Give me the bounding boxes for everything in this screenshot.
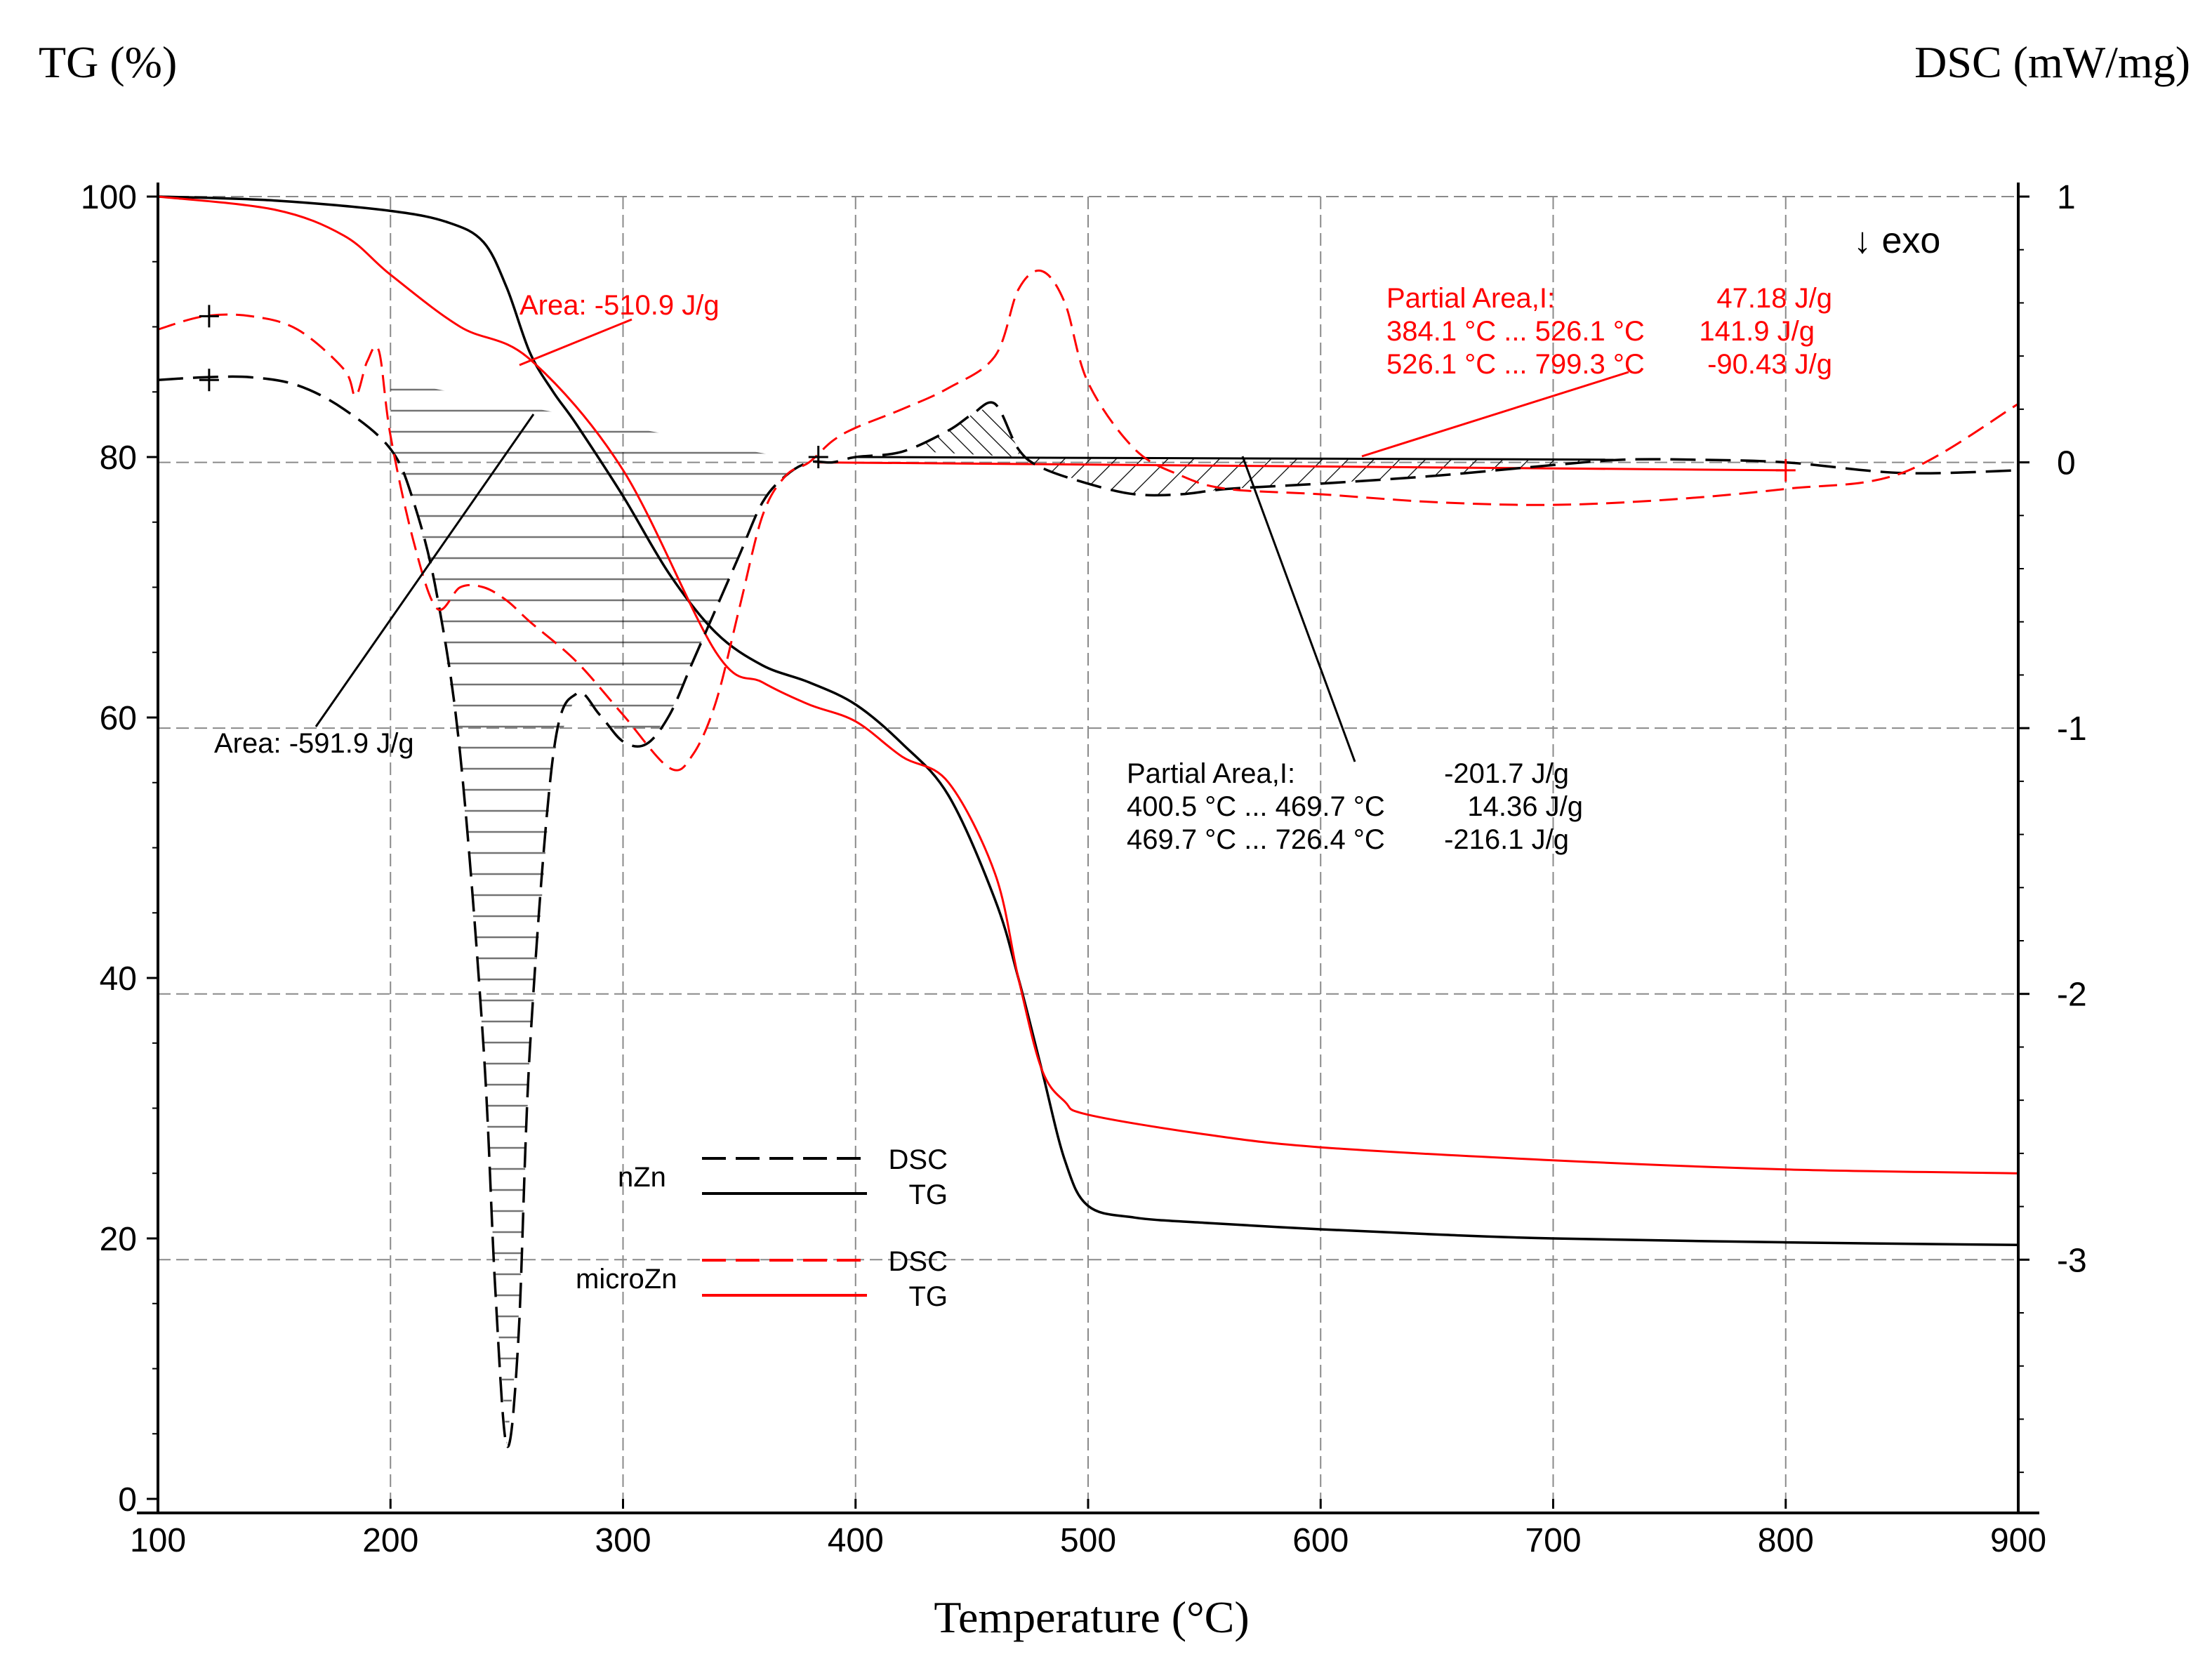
peak-area-fills (390, 380, 1786, 1446)
right-axis-title: DSC (mW/mg) (1914, 37, 2190, 87)
x-tick-label-200: 200 (362, 1522, 418, 1559)
legend-label-nzn-tg: TG (908, 1179, 948, 1210)
curves (157, 195, 2019, 1448)
left-tick-label-0: 0 (118, 1481, 137, 1519)
x-tick-label-700: 700 (1525, 1522, 1581, 1559)
partial-red-baseline (818, 461, 1786, 472)
x-tick-label-800: 800 (1758, 1522, 1814, 1559)
partial-black-value2: -216.1 J/g (1444, 824, 1569, 855)
left-tick-label-100: 100 (81, 179, 137, 216)
partial-black-leader (1241, 456, 1356, 762)
legend-label-microzn-tg: TG (908, 1281, 948, 1312)
x-tick-label-100: 100 (130, 1522, 186, 1559)
x-tick-label-300: 300 (595, 1522, 651, 1559)
partial-black-hatch-exo (925, 404, 1019, 457)
x-tick-label-400: 400 (828, 1522, 884, 1559)
area-red-leader (519, 318, 633, 366)
curve-microzn-dsc (157, 269, 2019, 772)
partial-black-range2: 469.7 °C ... 726.4 °C (1127, 824, 1385, 855)
partial-black-range1: 400.5 °C ... 469.7 °C (1127, 791, 1385, 822)
x-axis-title: Temperature (°C) (934, 1592, 1249, 1642)
legend-group-nzn: nZn (618, 1162, 666, 1193)
right-tick-label--1: -1 (2057, 710, 2087, 748)
tick-labels: 100 200 300 400 500 600 700 800 9001008060402001… (81, 179, 2087, 1559)
curve-nzn-tg (157, 195, 2019, 1247)
legend: nZn DSC TG microZn DSC TG (576, 1144, 948, 1312)
right-tick-label--3: -3 (2057, 1242, 2087, 1279)
partial-red-value2: -90.43 J/g (1707, 349, 1832, 380)
x-tick-label-600: 600 (1292, 1522, 1349, 1559)
curve-microzn-tg (157, 195, 2019, 1175)
annotation-leaders (314, 318, 1629, 762)
left-tick-label-80: 80 (100, 439, 137, 477)
partial-black-value1: 14.36 J/g (1467, 791, 1583, 822)
area-red-label: Area: -510.9 J/g (519, 290, 720, 321)
partial-red-total: 47.18 J/g (1716, 283, 1832, 314)
partial-red-value1: 141.9 J/g (1699, 316, 1815, 347)
partial-red-leader (1361, 371, 1629, 458)
left-axis-title: TG (%) (39, 37, 177, 87)
legend-label-microzn-dsc: DSC (889, 1246, 948, 1277)
area-black-hatch (390, 380, 809, 1446)
partial-red-title: Partial Area,I: (1386, 283, 1555, 314)
partial-red-range2: 526.1 °C ... 799.3 °C (1386, 349, 1645, 380)
axes (137, 183, 2039, 1514)
partial-black-hatch-endo (1018, 449, 1614, 494)
right-tick-label-0: 0 (2057, 445, 2076, 482)
partial-black-total: -201.7 J/g (1444, 758, 1569, 789)
area-black-label: Area: -591.9 J/g (214, 728, 414, 759)
right-tick-label-1: 1 (2057, 179, 2076, 216)
left-tick-label-20: 20 (100, 1221, 137, 1258)
partial-area-red-block: Partial Area,I: 47.18 J/g 384.1 °C ... 5… (1386, 283, 1832, 380)
partial-area-black-block: Partial Area,I: -201.7 J/g 400.5 °C ... … (1127, 758, 1583, 855)
partial-black-baseline (855, 456, 1614, 461)
x-tick-label-900: 900 (1990, 1522, 2046, 1559)
left-tick-label-60: 60 (100, 700, 137, 737)
x-tick-label-500: 500 (1060, 1522, 1116, 1559)
curve-nzn-dsc (157, 375, 2019, 1448)
partial-red-range1: 384.1 °C ... 526.1 °C (1386, 316, 1645, 347)
left-tick-label-40: 40 (100, 960, 137, 998)
exo-direction-label: ↓ exo (1853, 220, 1940, 261)
legend-group-microzn: microZn (576, 1264, 677, 1295)
legend-label-nzn-dsc: DSC (889, 1144, 948, 1175)
right-tick-label--2: -2 (2057, 977, 2087, 1014)
area-black-leader (314, 414, 535, 727)
partial-black-title: Partial Area,I: (1127, 758, 1295, 789)
